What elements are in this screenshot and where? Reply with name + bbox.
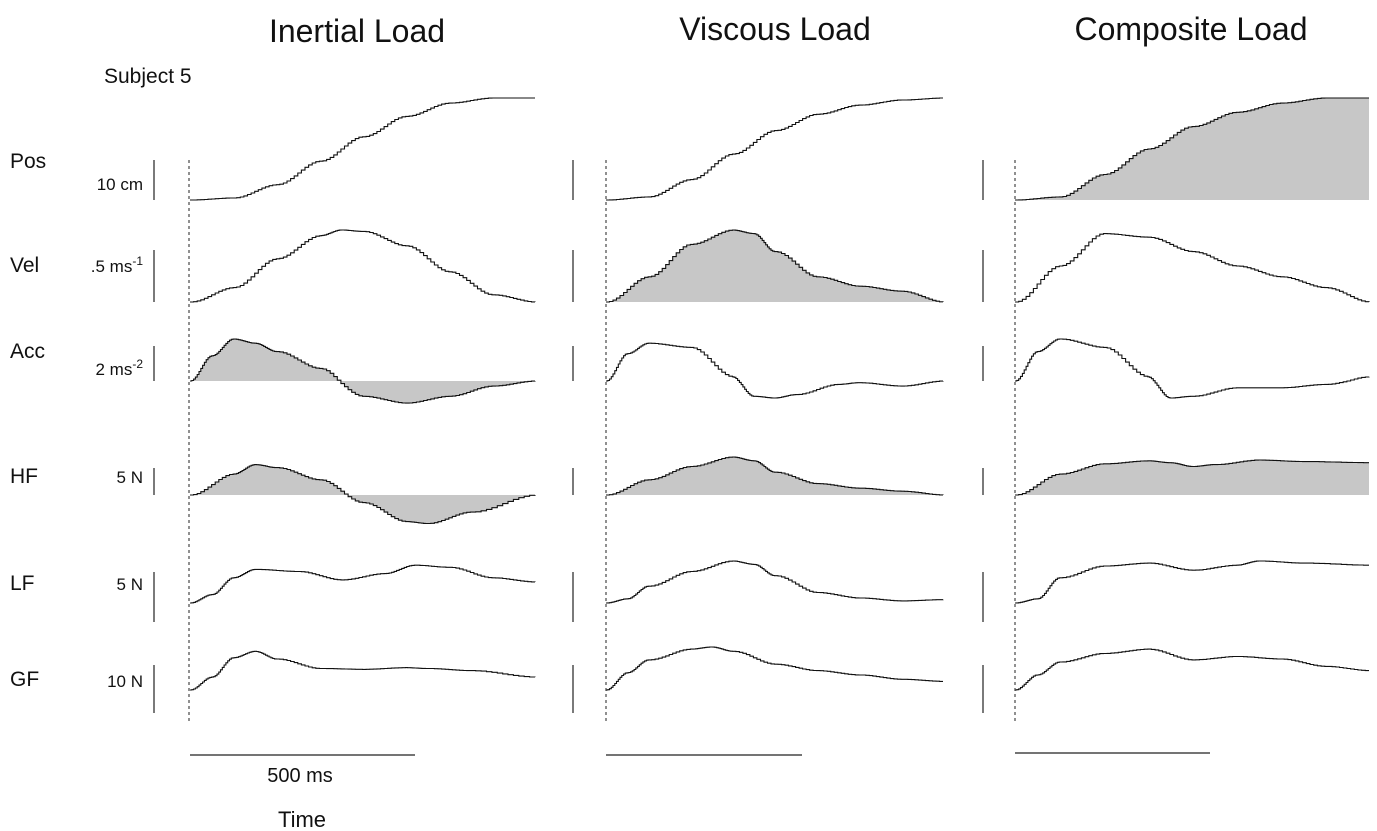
trace-acc: [1015, 338, 1370, 399]
scale-label-hf: 5 N: [117, 468, 143, 487]
trace-lf: [1015, 560, 1369, 604]
panel-3: [982, 97, 1370, 754]
panel-title-viscous: Viscous Load: [679, 11, 871, 47]
row-label-lf: LF: [10, 572, 35, 595]
panel-title-inertial: Inertial Load: [269, 13, 445, 49]
trace-lf: [606, 560, 944, 604]
panel-1: [153, 97, 536, 756]
trace-acc: [606, 342, 944, 399]
row-label-pos: Pos: [10, 150, 46, 173]
row-label-gf: GF: [10, 668, 39, 691]
scale-label-vel: .5 ms-1: [91, 254, 144, 276]
scale-label-pos: 10 cm: [97, 175, 143, 194]
trace-vel: [606, 229, 944, 303]
trace-pos: [606, 97, 943, 201]
scale-label-lf: 5 N: [117, 575, 143, 594]
row-label-hf: HF: [10, 465, 38, 488]
subject-label: Subject 5: [104, 65, 192, 88]
shaded-area-pos: [1015, 98, 1369, 200]
trace-gf: [1015, 648, 1369, 691]
time-axis-label: Time: [278, 807, 326, 831]
shaded-area-vel: [606, 230, 943, 302]
trace-vel: [1015, 233, 1370, 303]
trace-vel: [190, 229, 536, 303]
shaded-area-hf: [1015, 460, 1369, 495]
trace-pos: [1015, 97, 1369, 201]
row-label-vel: Vel: [10, 254, 39, 277]
shaded-area-hf: [190, 464, 535, 524]
scale-label-gf: 10 N: [107, 672, 143, 691]
trace-pos: [190, 97, 535, 201]
row-labels: Pos Vel Acc HF LF GF: [10, 150, 46, 691]
trace-hf: [606, 456, 944, 496]
trace-gf: [190, 650, 536, 691]
panel-2: [572, 97, 944, 756]
scale-labels: 10 cm .5 ms-1 2 ms-2 5 N 5 N 10 N: [91, 175, 144, 691]
trace-acc: [190, 338, 536, 404]
scale-label-acc: 2 ms-2: [95, 357, 143, 379]
panels: [153, 97, 1370, 756]
panel-title-composite: Composite Load: [1074, 11, 1307, 47]
shaded-area-hf: [606, 457, 943, 495]
trace-hf: [1015, 459, 1369, 496]
row-label-acc: Acc: [10, 340, 45, 363]
trace-hf: [190, 464, 536, 525]
trace-gf: [606, 646, 943, 691]
time-scale-label: 500 ms: [267, 765, 333, 787]
trace-lf: [190, 564, 536, 604]
shaded-area-acc: [190, 339, 535, 404]
